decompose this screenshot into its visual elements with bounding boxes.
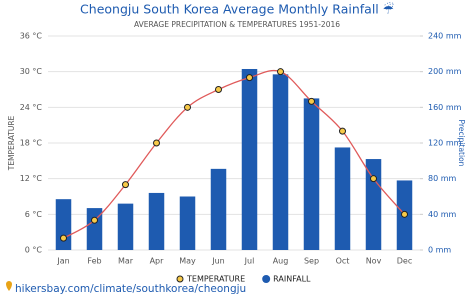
x-tick-label: Jul [244,257,255,266]
footer: hikersbay.com/climate/southkorea/cheongj… [6,281,246,295]
legend-marker [262,275,271,283]
y2-tick-label: 160 mm [428,103,462,112]
bar [210,168,227,250]
legend-marker [176,275,184,283]
y2-tick-label: 200 mm [428,67,462,76]
line-marker [184,103,191,111]
x-tick-label: Apr [150,257,165,266]
line-marker [60,234,67,242]
y2-tick-label: 240 mm [428,32,462,41]
x-tick-label: May [179,257,196,266]
bar [334,147,351,250]
y-tick-label: 6 °C [25,210,43,219]
x-tick-label: Sep [304,257,319,266]
x-tick-label: Aug [273,257,289,266]
line-marker [401,210,408,218]
bar [179,196,196,250]
bar [55,199,72,250]
line-marker [277,68,284,76]
x-tick-label: Oct [336,257,350,266]
y-tick-label: 0 °C [25,246,43,255]
x-tick-label: Mar [118,257,134,266]
chart-title: Cheongju South Korea Average Monthly Rai… [80,2,394,17]
y-axis-label: TEMPERATURE [7,115,16,171]
line-marker [91,216,98,224]
y-tick-label: 30 °C [20,67,43,76]
pin-icon [6,281,12,291]
legend-label: TEMPERATURE [186,275,245,284]
y2-tick-label: 120 mm [428,139,462,148]
bar [272,74,289,250]
bar [117,203,134,250]
y-tick-label: 24 °C [20,103,43,112]
line-marker [308,97,315,105]
line-marker [153,139,160,147]
legend-label: RAINFALL [273,275,311,284]
x-tick-label: Feb [87,257,101,266]
y-tick-label: 36 °C [20,32,43,41]
bar [148,192,165,250]
y2-tick-label: 0 mm [428,246,451,255]
x-tick-label: Nov [366,257,382,266]
chart-subtitle: AVERAGE PRECIPITATION & TEMPERATURES 195… [134,20,340,29]
x-tick-label: Jan [56,257,69,266]
footer-link[interactable]: hikersbay.com/climate/southkorea/cheongj… [15,283,246,295]
line-marker [246,74,253,82]
y-tick-label: 18 °C [20,139,43,148]
x-tick-label: Dec [397,257,412,266]
line-marker [215,86,222,93]
x-tick-label: Jun [211,257,225,266]
y-tick-label: 12 °C [20,174,43,183]
line-marker [370,175,377,183]
y2-tick-label: 80 mm [428,174,457,183]
line-marker [122,181,129,189]
line-marker [339,127,346,135]
temperature-line [63,69,405,239]
y2-tick-label: 40 mm [428,210,457,219]
bar [86,208,103,250]
bar [365,159,382,250]
bar [303,98,320,251]
bar [241,68,258,250]
y2-axis-label: Precipitation [457,120,466,167]
